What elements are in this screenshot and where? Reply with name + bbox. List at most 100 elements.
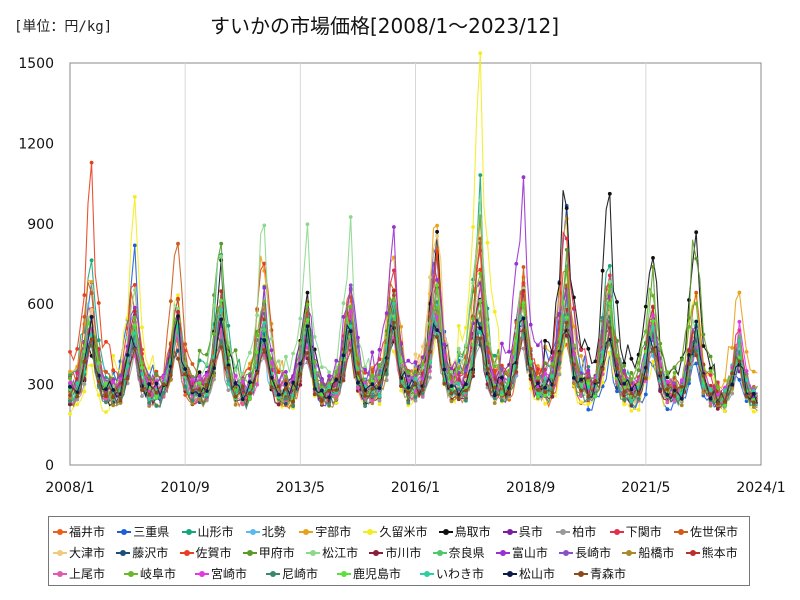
data-point bbox=[154, 404, 159, 408]
data-point bbox=[248, 380, 252, 384]
legend-label: 福井市 bbox=[69, 525, 106, 539]
legend-item: 呉市 bbox=[502, 523, 555, 540]
data-point bbox=[104, 387, 108, 391]
data-point bbox=[708, 354, 713, 359]
data-point bbox=[593, 359, 598, 364]
data-point bbox=[284, 386, 288, 390]
data-point bbox=[356, 356, 360, 361]
data-point bbox=[564, 320, 569, 325]
legend-item: 青森市 bbox=[574, 565, 644, 582]
data-point bbox=[572, 381, 576, 386]
data-point bbox=[89, 280, 94, 284]
data-point bbox=[284, 397, 288, 401]
data-point bbox=[212, 331, 216, 336]
data-point bbox=[607, 294, 612, 299]
legend-label: 宮崎市 bbox=[211, 567, 248, 581]
data-point bbox=[413, 398, 418, 403]
data-point bbox=[392, 297, 396, 301]
data-point bbox=[75, 402, 80, 407]
data-point bbox=[579, 400, 583, 404]
data-point bbox=[334, 377, 339, 382]
data-point bbox=[262, 347, 267, 352]
legend-swatch bbox=[195, 569, 209, 579]
legend-swatch bbox=[432, 548, 447, 558]
data-point bbox=[104, 339, 108, 344]
data-point bbox=[406, 385, 411, 390]
data-point bbox=[226, 366, 231, 370]
data-point bbox=[607, 191, 612, 196]
data-point bbox=[305, 324, 310, 329]
data-point bbox=[536, 381, 540, 385]
data-point bbox=[679, 403, 684, 408]
data-point bbox=[492, 396, 497, 401]
data-point bbox=[701, 384, 706, 388]
data-point bbox=[118, 398, 123, 403]
data-point bbox=[392, 349, 396, 354]
data-point bbox=[478, 173, 483, 178]
data-point bbox=[226, 382, 231, 386]
data-point bbox=[204, 362, 209, 366]
legend-label: 岐阜市 bbox=[140, 567, 177, 581]
data-point bbox=[514, 261, 519, 266]
data-point bbox=[392, 320, 396, 325]
data-point bbox=[456, 396, 461, 401]
legend-label: 船橋市 bbox=[638, 546, 675, 560]
data-point bbox=[240, 379, 245, 383]
data-point bbox=[723, 388, 727, 392]
data-point bbox=[327, 395, 331, 400]
data-point bbox=[248, 350, 252, 355]
data-point bbox=[140, 388, 144, 392]
data-point bbox=[528, 386, 533, 391]
data-point bbox=[723, 378, 727, 383]
x-tick-label: 2016/1 bbox=[391, 480, 440, 496]
data-point bbox=[593, 379, 598, 383]
data-point bbox=[636, 361, 641, 365]
data-point bbox=[284, 354, 288, 359]
data-point bbox=[615, 353, 619, 358]
data-point bbox=[521, 301, 526, 305]
data-point bbox=[399, 384, 403, 389]
data-point bbox=[356, 381, 360, 385]
legend-item: 福井市 bbox=[53, 523, 116, 540]
data-point bbox=[737, 338, 742, 343]
legend-label: 久留米市 bbox=[379, 525, 428, 539]
data-point bbox=[104, 381, 108, 385]
data-point bbox=[478, 267, 483, 272]
legend-item: 久留米市 bbox=[363, 523, 437, 540]
data-point bbox=[104, 369, 108, 374]
data-point bbox=[370, 399, 375, 403]
data-point bbox=[384, 372, 389, 376]
data-point bbox=[183, 348, 188, 353]
data-point bbox=[183, 393, 188, 397]
data-point bbox=[442, 381, 447, 386]
legend-item: 富山市 bbox=[495, 544, 558, 561]
data-point bbox=[240, 371, 245, 376]
data-point bbox=[305, 290, 310, 295]
data-point bbox=[651, 256, 655, 260]
legend-label: 下関市 bbox=[625, 525, 662, 539]
data-point bbox=[377, 402, 382, 407]
data-point bbox=[521, 289, 526, 293]
legend-item: 下関市 bbox=[609, 523, 673, 540]
data-point bbox=[449, 366, 454, 371]
legend-swatch bbox=[495, 548, 510, 558]
data-point bbox=[615, 366, 619, 371]
data-point bbox=[68, 380, 72, 385]
data-point bbox=[708, 396, 713, 401]
data-point bbox=[233, 368, 238, 372]
data-point bbox=[751, 409, 756, 414]
data-point bbox=[543, 376, 547, 381]
legend-swatch bbox=[179, 548, 194, 558]
legend-label: 呉市 bbox=[518, 525, 543, 539]
data-point bbox=[536, 394, 540, 399]
data-point bbox=[737, 355, 742, 360]
data-point bbox=[751, 400, 756, 405]
legend-swatch bbox=[117, 527, 132, 537]
legend-label: 北勢 bbox=[261, 525, 286, 539]
data-point bbox=[665, 379, 670, 384]
data-point bbox=[564, 236, 569, 241]
data-point bbox=[413, 369, 418, 374]
data-point bbox=[572, 306, 576, 311]
data-point bbox=[420, 344, 425, 349]
legend-label: 藤沢市 bbox=[132, 546, 169, 560]
